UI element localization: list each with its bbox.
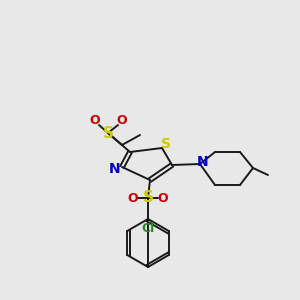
Text: Cl: Cl: [141, 223, 154, 236]
Text: O: O: [117, 113, 127, 127]
Text: S: S: [161, 137, 171, 151]
Text: N: N: [197, 155, 209, 169]
Text: O: O: [128, 191, 138, 205]
Text: N: N: [109, 162, 121, 176]
Text: O: O: [90, 113, 100, 127]
Text: S: S: [103, 125, 113, 140]
Text: O: O: [158, 191, 168, 205]
Text: S: S: [142, 190, 154, 206]
